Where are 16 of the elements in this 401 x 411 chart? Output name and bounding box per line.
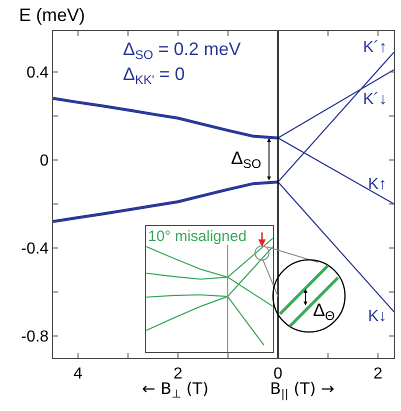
annotation: Δ$_{SO}$: [231, 148, 262, 171]
y-axis-title: E (meV): [19, 5, 86, 25]
y-tick-label: 0: [40, 152, 49, 170]
y-tick-label: -0.4: [21, 240, 49, 258]
annotation: Δ$_{SO}$ = 0.2 meV: [123, 39, 241, 62]
x-tick-label: 4: [74, 365, 83, 382]
series-label: K´↑: [363, 39, 387, 56]
series-label: K↓: [368, 308, 387, 325]
annotation: Δ$_{Θ}$: [313, 300, 336, 323]
y-tick-label: -0.8: [21, 328, 49, 346]
annotation: Δ$_{KK'}$ = 0: [123, 64, 185, 87]
x-tick-label: 2: [374, 365, 383, 382]
series-label: K↑: [368, 176, 387, 193]
y-tick-label: 0.4: [26, 64, 49, 82]
annotation: 10° misaligned: [148, 228, 247, 245]
series-label: K´↓: [363, 91, 387, 108]
